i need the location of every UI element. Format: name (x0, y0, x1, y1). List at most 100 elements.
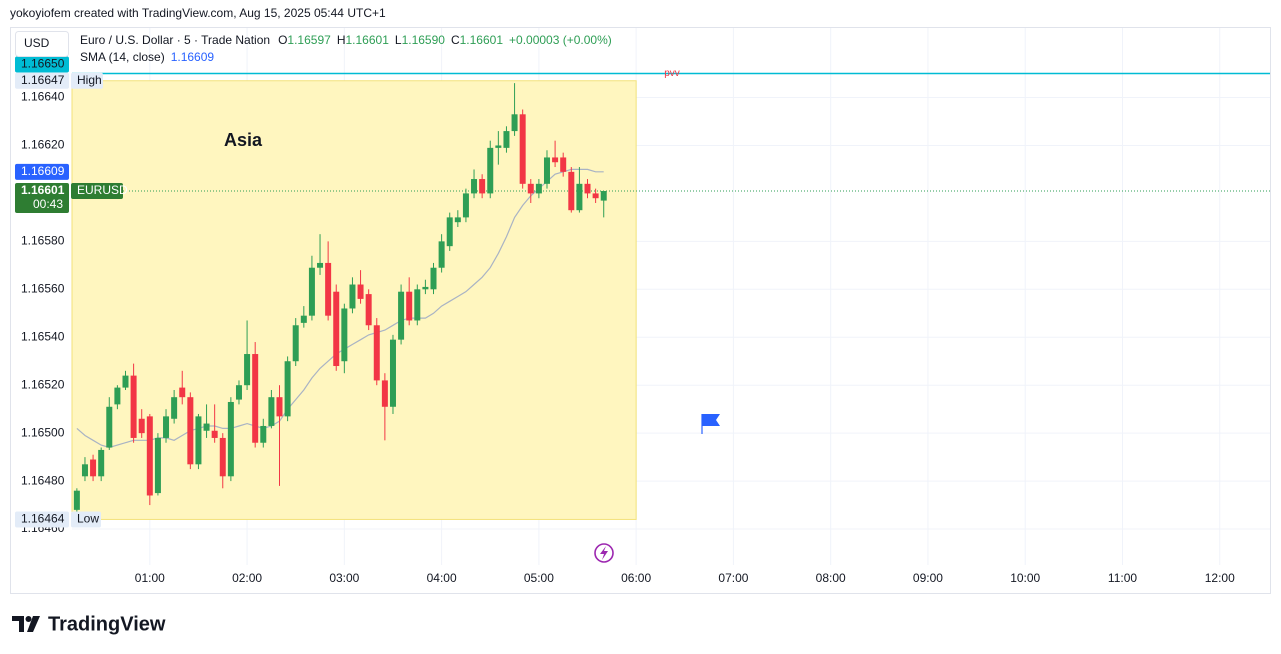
candle-body (284, 361, 291, 417)
candle-body (503, 131, 510, 148)
session-low-name-bg (71, 511, 101, 528)
candle-body (154, 437, 161, 494)
candle-body (163, 416, 170, 438)
x-tick-label: 08:00 (816, 571, 846, 585)
candle-body (227, 401, 234, 477)
x-tick-label: 03:00 (329, 571, 359, 585)
candle-body (519, 114, 526, 184)
sma-price-tag-bg (15, 163, 69, 180)
candle-body (276, 397, 283, 417)
ticker-tag: EURUSD (77, 183, 128, 197)
session-low-tag-bg (15, 511, 69, 528)
y-tick-label: 1.16520 (21, 377, 65, 391)
logo-mark (12, 616, 40, 632)
candle-body (325, 262, 332, 316)
last-price-tag: 1.16601 (21, 183, 65, 197)
y-tick-label: 1.16580 (21, 234, 65, 248)
currency: USD (24, 36, 50, 50)
candle-body (122, 375, 129, 388)
candle-body (179, 387, 186, 398)
candle-body (235, 385, 242, 400)
x-tick-label: 04:00 (427, 571, 457, 585)
candle-body (130, 375, 137, 438)
candle-body (373, 325, 380, 381)
overlay: 1.164601.164801.165001.165201.165401.165… (15, 31, 1235, 585)
candle-body (406, 291, 413, 321)
candle-body (252, 354, 259, 443)
candle-body (146, 416, 153, 496)
candle-body (438, 241, 445, 268)
quote-value: 1.16601 (345, 33, 389, 47)
candle-body (138, 418, 145, 434)
candle-body (543, 157, 550, 184)
candle-body (471, 179, 478, 194)
candle-body (560, 157, 567, 172)
x-tick-label: 09:00 (913, 571, 943, 585)
candle-body (81, 464, 88, 477)
alert-icon[interactable] (594, 543, 614, 563)
candle-body (90, 459, 97, 477)
candle-body (389, 339, 396, 407)
candle-body (106, 406, 113, 448)
candle-body (292, 325, 299, 362)
candle-body (317, 262, 324, 268)
candle-body (114, 387, 121, 405)
candle-body (244, 354, 251, 386)
x-tick-label: 05:00 (524, 571, 554, 585)
candle-body (187, 397, 194, 465)
quote-name: O (278, 33, 287, 47)
candle-body (462, 193, 469, 218)
x-tick-label: 10:00 (1010, 571, 1040, 585)
legend-row: Euro / U.S. Dollar · 5 · Trade Nation O1.… (80, 33, 612, 47)
candle-body (430, 267, 437, 290)
candle-body (592, 193, 599, 199)
attribution: yokoyiofem created with TradingView.com,… (10, 6, 386, 20)
x-tick-label: 11:00 (1108, 571, 1137, 585)
session-high-name: High (77, 73, 102, 87)
candle-body (552, 157, 559, 163)
session-high-tag: 1.16647 (21, 73, 65, 87)
x-tick-label: 02:00 (232, 571, 262, 585)
sma-legend: SMA (14, close) 1.16609 (80, 50, 214, 64)
candle-body (195, 416, 202, 465)
candle-body (171, 397, 178, 419)
candle-body (349, 284, 356, 309)
level-price-tag: 1.16650 (21, 57, 65, 71)
candle-body (333, 291, 340, 367)
y-tick-label: 1.16560 (21, 281, 65, 295)
quote-value: 1.16597 (287, 33, 331, 47)
countdown: 00:43 (33, 197, 63, 211)
sma-value: 1.16609 (171, 50, 215, 64)
x-tick-label: 07:00 (718, 571, 748, 585)
y-tick-label: 1.16640 (21, 90, 65, 104)
candle-body (454, 217, 461, 223)
chart-pane (10, 27, 1271, 594)
level-price-tag-bg (15, 56, 69, 73)
candle-body (495, 145, 502, 148)
quote-value: 1.16590 (402, 33, 446, 47)
candle-body (511, 114, 518, 132)
quote-name: C (451, 33, 460, 47)
level-label: pvv (664, 68, 680, 79)
flag-icon[interactable] (701, 414, 720, 434)
candle-body (211, 430, 218, 438)
sma-price-tag: 1.16609 (21, 164, 65, 178)
y-tick-label: 1.16540 (21, 329, 65, 343)
candle-body (446, 217, 453, 247)
session-label: Asia (224, 130, 263, 150)
candle-body (219, 437, 226, 477)
symbol: Euro / U.S. Dollar · 5 · Trade Nation (80, 33, 270, 47)
ticker-tag-bg (71, 183, 123, 200)
candle-body (479, 179, 486, 194)
logo-text: TradingView (48, 613, 166, 635)
candle-body (576, 183, 583, 211)
candle-body (98, 449, 105, 477)
candle-body (487, 147, 494, 194)
candle-body (300, 315, 307, 323)
sma-name: SMA (14, close) (80, 50, 165, 64)
candle-body (527, 183, 534, 194)
candle-body (422, 286, 429, 290)
candle-body (73, 490, 80, 510)
quote-value: 1.16601 (460, 33, 504, 47)
